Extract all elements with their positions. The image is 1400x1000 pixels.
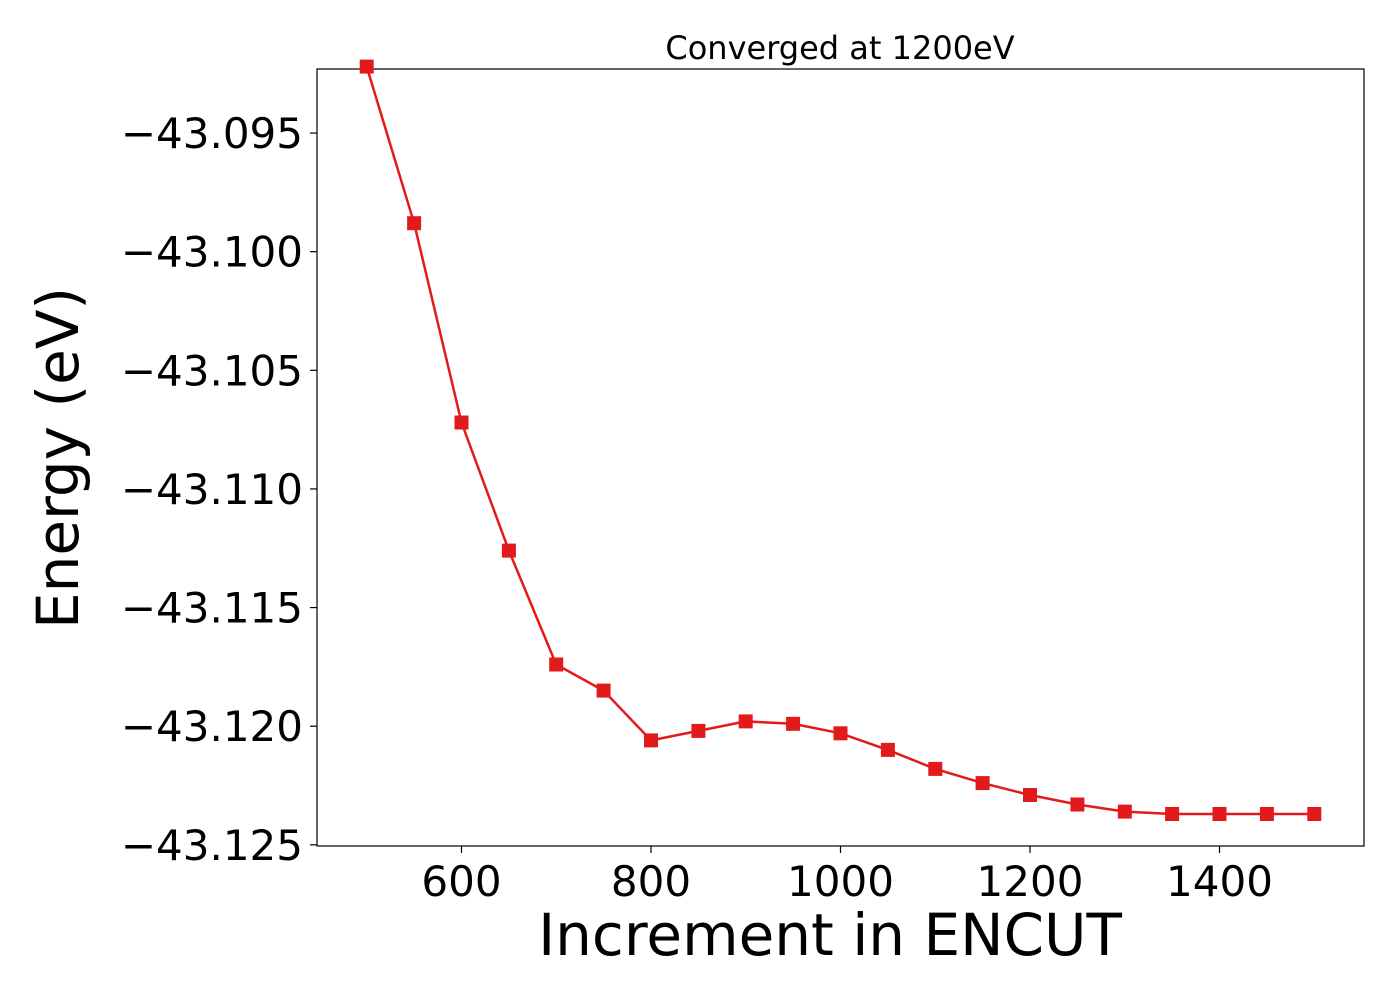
y-tick-label: −43.115 — [121, 584, 303, 633]
x-axis-label: Increment in ENCUT — [538, 901, 1122, 969]
data-point — [454, 415, 469, 430]
data-point — [833, 726, 848, 741]
y-tick-label: −43.105 — [121, 346, 303, 395]
data-point — [1117, 804, 1132, 819]
chart-title: Converged at 1200eV — [665, 29, 1014, 67]
x-tick-label: 1400 — [1166, 857, 1273, 906]
data-point — [1070, 797, 1085, 812]
data-point — [1212, 807, 1227, 821]
x-tick-label: 800 — [611, 857, 691, 906]
data-point — [1307, 807, 1322, 821]
data-point — [1165, 807, 1180, 821]
data-point — [407, 216, 422, 231]
data-point — [1259, 807, 1274, 821]
data-point — [359, 59, 374, 74]
data-point — [975, 776, 990, 791]
y-axis-label: Energy (eV) — [24, 287, 92, 629]
data-point — [691, 723, 706, 738]
x-axis: 600 800 1000 1200 1400 — [421, 846, 1273, 906]
data-point — [501, 543, 516, 558]
data-point — [786, 716, 801, 731]
series-line — [365, 66, 1315, 816]
x-tick-label: 1200 — [977, 857, 1084, 906]
data-point — [596, 683, 611, 698]
series-markers — [359, 59, 1322, 821]
y-tick-label: −43.120 — [121, 702, 303, 751]
data-point — [738, 714, 753, 729]
y-axis: −43.095 −43.100 −43.105 −43.110 −43.115 −43.1… — [121, 109, 317, 870]
data-point — [549, 657, 564, 672]
x-tick-label: 600 — [421, 857, 501, 906]
y-tick-label: −43.125 — [121, 821, 303, 870]
y-tick-label: −43.110 — [121, 465, 303, 514]
data-point — [1023, 788, 1037, 802]
data-point — [880, 742, 895, 757]
x-tick-label: 1000 — [787, 857, 894, 906]
data-point — [644, 733, 658, 748]
y-tick-label: −43.095 — [121, 109, 303, 158]
data-point — [928, 761, 943, 776]
y-tick-label: −43.100 — [121, 228, 303, 277]
